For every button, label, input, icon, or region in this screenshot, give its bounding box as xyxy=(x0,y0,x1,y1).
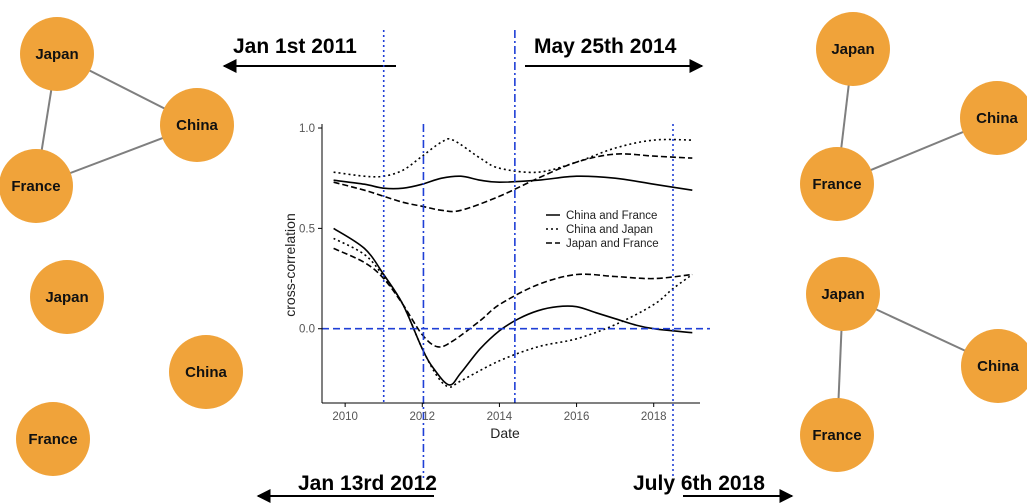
axis-ticks: 2010 2012 2014 2016 2018 0.0 0.5 1.0 xyxy=(299,123,667,423)
network-node-japan xyxy=(816,12,890,86)
network-top-right: Japan China France xyxy=(800,12,1027,221)
network-bottom-left: Japan China France xyxy=(16,260,243,476)
y-tick-label: 1.0 xyxy=(299,123,315,135)
annotation-bottom-right: July 6th 2018 xyxy=(633,472,765,495)
network-node-label: China xyxy=(176,117,218,134)
legend-entry: China and France xyxy=(566,210,657,222)
x-tick-label: 2018 xyxy=(641,411,667,423)
reference-lines xyxy=(322,30,710,478)
network-node-label: France xyxy=(812,176,861,193)
x-tick-label: 2012 xyxy=(409,411,435,423)
network-node-label: Japan xyxy=(45,289,88,306)
y-axis-title: cross-correlation xyxy=(282,213,298,316)
network-node-japan xyxy=(20,17,94,91)
legend: China and France China and Japan Japan and… xyxy=(546,210,659,250)
series-line-china-and-japan-upper xyxy=(333,138,693,178)
x-tick-label: 2010 xyxy=(332,411,358,423)
annotation-top-right: May 25th 2014 xyxy=(534,35,677,58)
network-node-china xyxy=(169,335,243,409)
network-node-france xyxy=(800,147,874,221)
y-tick-label: 0.5 xyxy=(299,223,315,235)
x-axis-title: Date xyxy=(490,425,520,441)
network-node-label: Japan xyxy=(821,286,864,303)
network-node-label: France xyxy=(812,427,861,444)
series-line-japan-and-france-upper xyxy=(333,153,693,213)
network-node-label: China xyxy=(185,364,227,381)
y-tick-label: 0.0 xyxy=(299,324,315,336)
network-node-japan xyxy=(30,260,104,334)
series-line-china-and-france-upper xyxy=(333,175,693,191)
network-node-japan xyxy=(806,257,880,331)
network-node-label: China xyxy=(977,358,1019,375)
network-node-france xyxy=(0,149,73,223)
legend-entry: China and Japan xyxy=(566,224,653,236)
network-bottom-right: Japan China France xyxy=(800,257,1027,472)
network-node-china xyxy=(160,88,234,162)
series-line-japan-and-france-lower xyxy=(333,247,693,348)
network-node-france xyxy=(16,402,90,476)
annotation-top-left: Jan 1st 2011 xyxy=(233,35,357,58)
series-line-china-and-france-lower xyxy=(333,227,693,386)
network-node-china xyxy=(960,81,1027,155)
network-node-label: Japan xyxy=(35,46,78,63)
network-node-label: France xyxy=(28,431,77,448)
network-node-label: Japan xyxy=(831,41,874,58)
network-top-left: Japan China France xyxy=(0,17,234,223)
legend-entry: Japan and France xyxy=(566,238,659,250)
cross-correlation-chart: 2010 2012 2014 2016 2018 0.0 0.5 1.0 Date cross… xyxy=(282,30,710,478)
x-tick-label: 2016 xyxy=(564,411,590,423)
network-node-china xyxy=(961,329,1027,403)
series-line-china-and-japan-lower xyxy=(333,237,693,388)
network-node-label: France xyxy=(11,178,60,195)
series-layer xyxy=(333,138,693,388)
x-tick-label: 2014 xyxy=(487,411,513,423)
network-node-label: China xyxy=(976,110,1018,127)
network-node-france xyxy=(800,398,874,472)
network-diagrams: Japan China France Japan China France Japan Chi… xyxy=(0,12,1027,476)
annotation-bottom-left: Jan 13rd 2012 xyxy=(298,472,437,495)
